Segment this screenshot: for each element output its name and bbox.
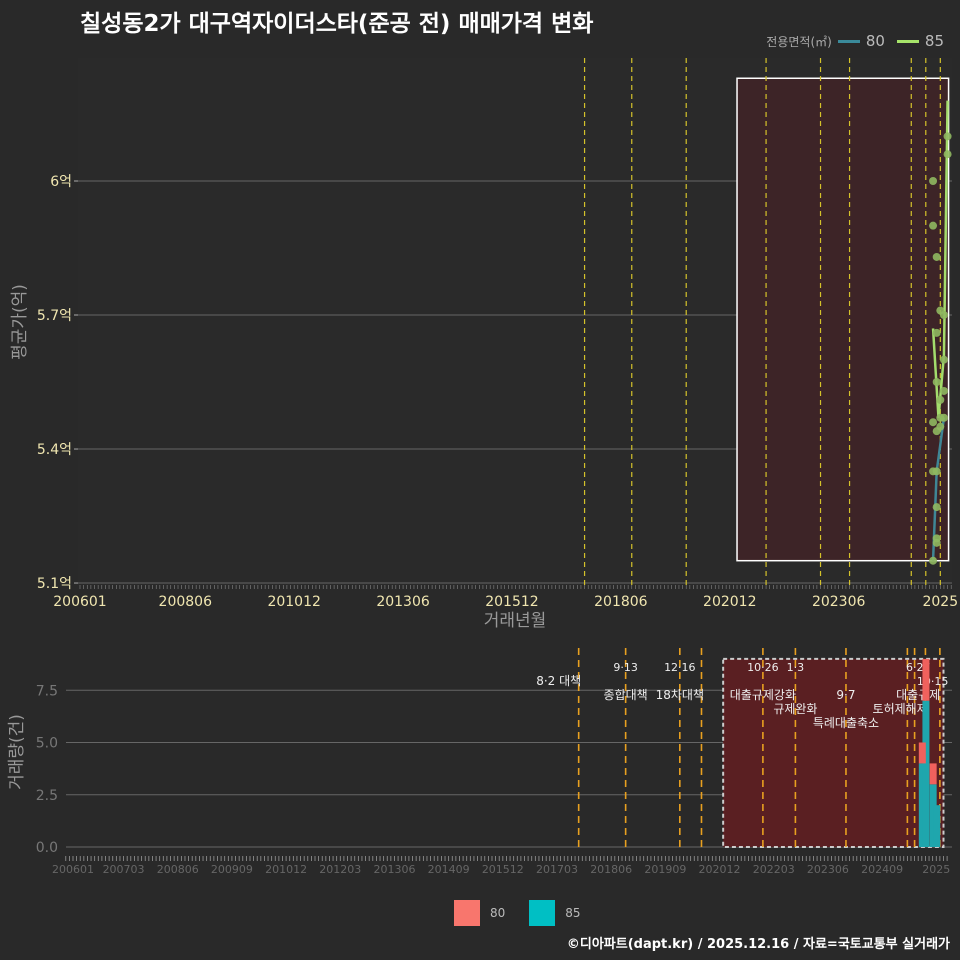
- data-point-80: [932, 503, 941, 512]
- legend: 전용면적(㎡) 80 85: [766, 32, 950, 50]
- source-footer: ©디아파트(dapt.kr) / 2025.12.16 / 자료=국토교통부 실…: [566, 937, 950, 952]
- bar-legend-label-80: 80: [490, 906, 506, 920]
- y-tick-label: 5.4억: [37, 442, 72, 458]
- policy-annotation: 대출규제강화: [730, 688, 796, 702]
- y-axis-title: 평균가(억): [10, 284, 30, 360]
- policy-annotation: 규제완화: [773, 702, 817, 716]
- data-point-80: [932, 467, 941, 476]
- data-point-85: [932, 252, 941, 261]
- data-point-85: [929, 418, 938, 427]
- legend-label-85: 85: [924, 32, 944, 50]
- data-point-85: [943, 132, 952, 141]
- x-tick-label: 202306: [807, 863, 849, 876]
- x-tick-label: 201806: [590, 863, 632, 876]
- bar-85: [929, 784, 937, 847]
- bar-legend-swatch-80: [454, 900, 480, 926]
- bar-85: [918, 763, 926, 847]
- bar-80: [922, 658, 930, 701]
- policy-annotation: 8·2 대책: [536, 673, 581, 688]
- bar-85: [922, 700, 930, 847]
- policy-annotation: 10·15: [917, 675, 949, 688]
- x-axis-title: 거래년월: [484, 611, 547, 631]
- bar-80: [918, 742, 926, 764]
- x-tick-label: 2025: [922, 594, 958, 610]
- legend-label-80: 80: [865, 32, 885, 50]
- y-tick-label: 5.1억: [37, 576, 72, 592]
- x-tick-label: 202306: [812, 594, 866, 610]
- x-tick-label: 202012: [703, 594, 756, 610]
- bar-85: [933, 805, 941, 847]
- x-tick-label: 200806: [159, 594, 213, 610]
- y-tick-label: 7.5: [36, 683, 58, 699]
- x-tick-label: 201012: [267, 594, 320, 610]
- y-axis-title: 거래량(건): [7, 714, 27, 790]
- x-tick-label: 201012: [265, 863, 307, 876]
- policy-annotation: 특례대출축소: [813, 716, 879, 730]
- data-point-85: [936, 422, 945, 431]
- policy-annotation: 9·13: [613, 661, 638, 674]
- policy-annotation: 1·3: [787, 661, 805, 674]
- y-tick-label: 2.5: [36, 788, 58, 804]
- bar-legend-swatch-85: [529, 900, 556, 926]
- x-tick-label: 2025: [922, 863, 950, 876]
- x-tick-label: 201203: [319, 863, 361, 876]
- x-tick-label: 201909: [644, 863, 686, 876]
- x-tick-label: 200806: [157, 863, 199, 876]
- legend-swatch-80: [837, 39, 860, 43]
- data-point-85: [936, 395, 945, 404]
- y-tick-label: 6억: [50, 174, 72, 190]
- data-point-80: [929, 556, 938, 565]
- policy-annotation: 9·7: [836, 688, 855, 702]
- x-tick-label: 202203: [753, 863, 795, 876]
- data-point-85: [939, 311, 948, 320]
- policy-annotation: 토허제해제: [873, 702, 928, 716]
- highlight-region: [736, 77, 950, 562]
- series-line-85: [931, 100, 949, 418]
- legend-swatch-85: [896, 39, 919, 43]
- x-tick-label: 202409: [861, 863, 903, 876]
- y-tick-label: 5.7억: [37, 308, 72, 324]
- chart-title: 칠성동2가 대구역자이더스타(준공 전) 매매가격 변화: [80, 11, 594, 37]
- data-point-85: [929, 221, 938, 230]
- data-point-85: [939, 386, 948, 395]
- bar-80: [929, 763, 937, 785]
- x-tick-label: 202012: [699, 863, 741, 876]
- x-tick-label: 201806: [594, 594, 648, 610]
- data-point-85: [943, 150, 952, 159]
- price-chart: 5.1억 5.4억 5.7억 6억 200601 200806 201012 201306 20…: [10, 58, 958, 631]
- legend-title: 전용면적(㎡): [766, 34, 832, 49]
- data-point-80: [932, 534, 941, 543]
- x-tick-label: 201306: [373, 863, 415, 876]
- policy-annotation: 18차대책: [656, 687, 704, 702]
- x-tick-label: 201512: [485, 594, 538, 610]
- data-point-85: [936, 413, 945, 422]
- data-point-85: [929, 177, 938, 185]
- data-point-85: [932, 328, 941, 337]
- data-point-85: [939, 355, 948, 364]
- x-tick-label: 200601: [53, 594, 106, 610]
- policy-annotation: 대출규제: [896, 688, 940, 702]
- bar-legend-label-85: 85: [565, 906, 581, 920]
- x-tick-label: 201512: [482, 863, 524, 876]
- x-tick-label: 201703: [536, 863, 578, 876]
- data-point-85: [932, 378, 941, 387]
- x-tick-label: 200909: [211, 863, 253, 876]
- policy-annotation: 10·26: [747, 661, 779, 674]
- policy-annotation: 12·16: [664, 661, 696, 674]
- y-tick-label: 5.0: [36, 736, 58, 752]
- bar-legend: 80 85: [454, 900, 581, 926]
- x-tick-label: 200703: [103, 863, 145, 876]
- x-tick-label: 201306: [376, 594, 430, 610]
- y-tick-label: 0.0: [36, 840, 58, 856]
- policy-annotation: 종합대책: [604, 687, 648, 702]
- x-tick-label: 201409: [428, 863, 470, 876]
- x-tick-label: 200601: [52, 863, 94, 876]
